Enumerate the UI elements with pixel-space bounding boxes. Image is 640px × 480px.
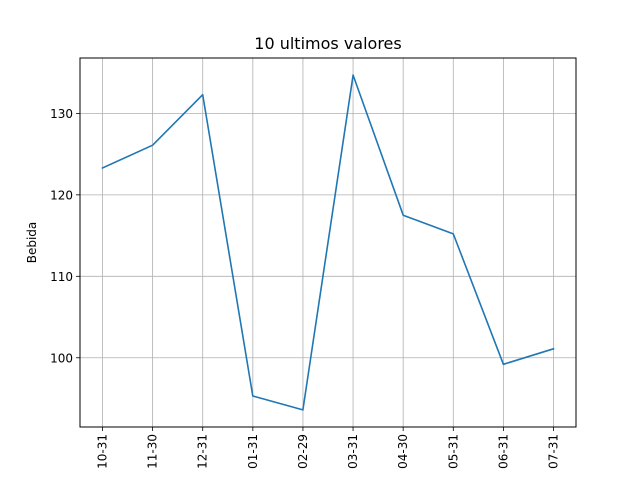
x-tick-label: 11-30: [146, 434, 160, 469]
x-tick-label: 03-31: [346, 434, 360, 469]
y-tick-label: 110: [50, 270, 73, 284]
grid-layer: [80, 58, 576, 427]
y-tick-label: 130: [50, 107, 73, 121]
x-tick-label: 12-31: [196, 434, 210, 469]
y-tick-label: 100: [50, 351, 73, 365]
tick-layer: 10-31 11-30 12-31 01-31 02-29 03-31 04-30 05-31…: [50, 107, 560, 469]
chart-title: 10 ultimos valores: [254, 34, 401, 53]
x-tick-label: 07-31: [547, 434, 561, 469]
y-tick-label: 120: [50, 188, 73, 202]
x-tick-label: 02-29: [296, 434, 310, 469]
x-tick-label: 06-31: [496, 434, 510, 469]
x-tick-label: 10-31: [96, 434, 110, 469]
x-tick-label: 05-31: [446, 434, 460, 469]
x-tick-label: 01-31: [246, 434, 260, 469]
y-axis-label: Bebida: [25, 222, 39, 264]
series-line: [101, 74, 555, 411]
plot-area-frame: [79, 57, 577, 428]
series-layer: [101, 74, 555, 411]
x-tick-label: 04-30: [396, 434, 410, 469]
